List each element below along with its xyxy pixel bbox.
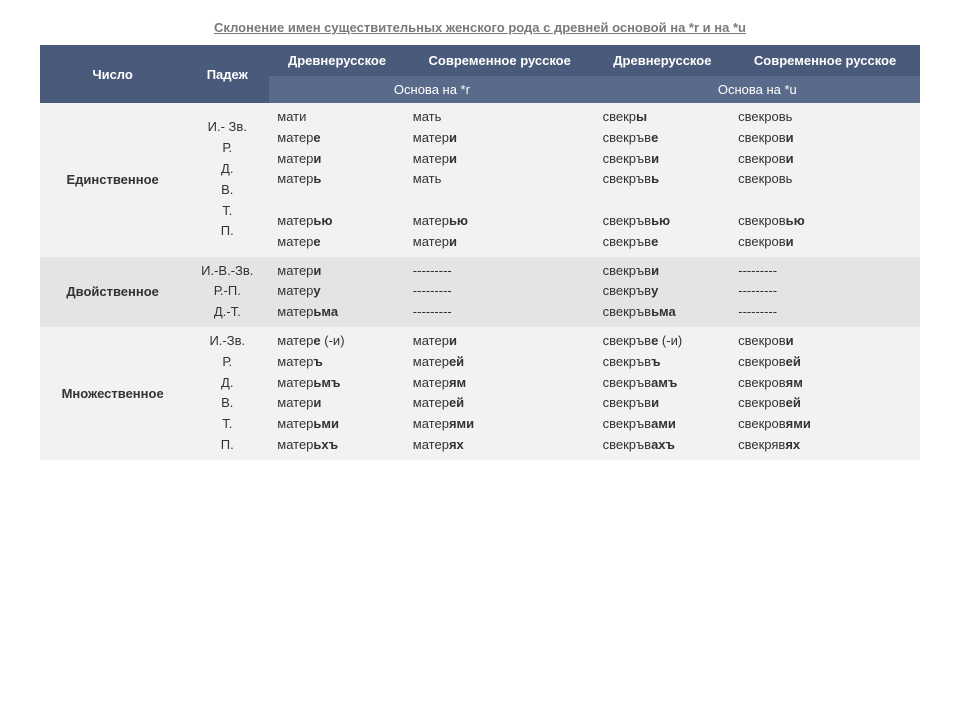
du-c1: материматеруматерьма xyxy=(269,257,405,327)
cases-singular: И.- Зв.Р.Д.В.Т.П. xyxy=(185,103,269,257)
label-plural: Множественное xyxy=(40,327,185,460)
pl-c2: матери матерейматерямматерей матерямимат… xyxy=(405,327,595,460)
th-stem-r: Основа на *r xyxy=(269,76,594,103)
sg-c2: матьматериматериматьматерьюматери xyxy=(405,103,595,257)
th-mod1: Современное русское xyxy=(405,45,595,76)
du-c2: --------------------------- xyxy=(405,257,595,327)
label-dual: Двойственное xyxy=(40,257,185,327)
pl-c4: свекровисвекровейсвекровямсвекровейсвекр… xyxy=(730,327,920,460)
pl-c3: свекръве (-и)свекръвъсвекръвамъсвекръвис… xyxy=(595,327,731,460)
row-singular: Единственное И.- Зв.Р.Д.В.Т.П. матиматер… xyxy=(40,103,920,257)
row-plural: Множественное И.-Зв.Р.Д.В.Т.П. матере (-… xyxy=(40,327,920,460)
label-singular: Единственное xyxy=(40,103,185,257)
sg-c4: свекровьсвекровисвекровисвекровьсвекровь… xyxy=(730,103,920,257)
th-stem-u: Основа на *u xyxy=(595,76,920,103)
sg-c3: свекрысвекръвесвекръвисвекръвьсвекръвьюс… xyxy=(595,103,731,257)
th-case: Падеж xyxy=(185,45,269,103)
pl-c1: матере (-и) матеръматерьмъматери матерьм… xyxy=(269,327,405,460)
du-c3: свекръвисвекръвусвекръвьма xyxy=(595,257,731,327)
th-old2: Древнерусское xyxy=(595,45,731,76)
th-number: Число xyxy=(40,45,185,103)
cases-plural: И.-Зв.Р.Д.В.Т.П. xyxy=(185,327,269,460)
row-dual: Двойственное И.-В.-Зв.Р.-П.Д.-Т. материм… xyxy=(40,257,920,327)
th-mod2: Современное русское xyxy=(730,45,920,76)
sg-c1: матиматерематериматерьматерьюматере xyxy=(269,103,405,257)
du-c4: --------------------------- xyxy=(730,257,920,327)
declension-table: Число Падеж Древнерусское Современное ру… xyxy=(40,45,920,460)
page-title: Склонение имен существительных женского … xyxy=(40,20,920,35)
cases-dual: И.-В.-Зв.Р.-П.Д.-Т. xyxy=(185,257,269,327)
th-old1: Древнерусское xyxy=(269,45,405,76)
